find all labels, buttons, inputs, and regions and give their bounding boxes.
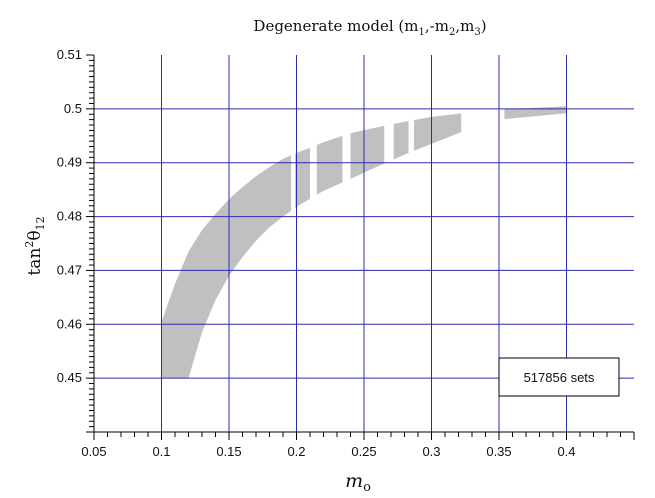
band-gap (461, 55, 505, 432)
x-tick-label: 0.25 (351, 444, 376, 459)
x-axis-label-main: m (345, 470, 363, 492)
y-axis: 0.45 0.46 0.47 0.48 0.49 0.5 0.51 (57, 47, 95, 433)
legend-label: 517856 sets (524, 370, 595, 385)
grid-vertical (161, 55, 567, 432)
legend-frame (498, 357, 620, 397)
grid-horizontal (94, 108, 634, 379)
band-gap (384, 55, 394, 432)
x-axis-label-sub: o (363, 480, 371, 495)
chart-title-sep-2: ,m (455, 17, 474, 35)
chart-title-sub-3: 3 (474, 27, 480, 38)
x-tick-label: 0.2 (287, 444, 305, 459)
y-axis-label-main: tan (25, 248, 45, 276)
y-axis-label-sub: 12 (34, 216, 47, 230)
x-tick-label: 0.15 (216, 444, 241, 459)
chart-title-sub-2: 2 (449, 27, 455, 38)
chart-title: Degenerate model (m1,-m2,m3) (253, 17, 486, 38)
x-axis: 0.05 0.1 0.15 0.2 0.25 0.3 0.35 0.4 (81, 431, 635, 459)
x-tick-label: 0.4 (557, 444, 575, 459)
chart-title-sep-1: ,-m (425, 17, 449, 35)
band-gap (408, 55, 414, 432)
x-tick-label: 0.3 (422, 444, 440, 459)
y-tick-label: 0.48 (57, 209, 82, 224)
x-tick-label: 0.05 (81, 444, 106, 459)
x-axis-label: mo (345, 470, 371, 495)
legend-box: 517856 sets (498, 357, 620, 397)
y-tick-label: 0.46 (57, 316, 82, 331)
chart-title-close: ) (481, 17, 487, 35)
x-tick-label: 0.1 (152, 444, 170, 459)
y-tick-label: 0.5 (64, 101, 82, 116)
y-tick-label: 0.51 (57, 47, 82, 62)
chart-title-sub-1: 1 (419, 27, 425, 38)
band-gap (291, 55, 296, 432)
y-tick-label: 0.47 (57, 262, 82, 277)
y-axis-label-theta: θ (25, 230, 45, 240)
x-tick-label: 0.35 (486, 444, 511, 459)
band-gap (310, 55, 317, 432)
y-axis-label: tan2θ12 (23, 216, 47, 275)
y-tick-label: 0.45 (57, 370, 82, 385)
y-tick-label: 0.49 (57, 155, 82, 170)
chart-title-text: Degenerate model (m (253, 17, 418, 35)
y-axis-label-sup: 2 (23, 241, 36, 248)
band-gap (342, 55, 351, 432)
